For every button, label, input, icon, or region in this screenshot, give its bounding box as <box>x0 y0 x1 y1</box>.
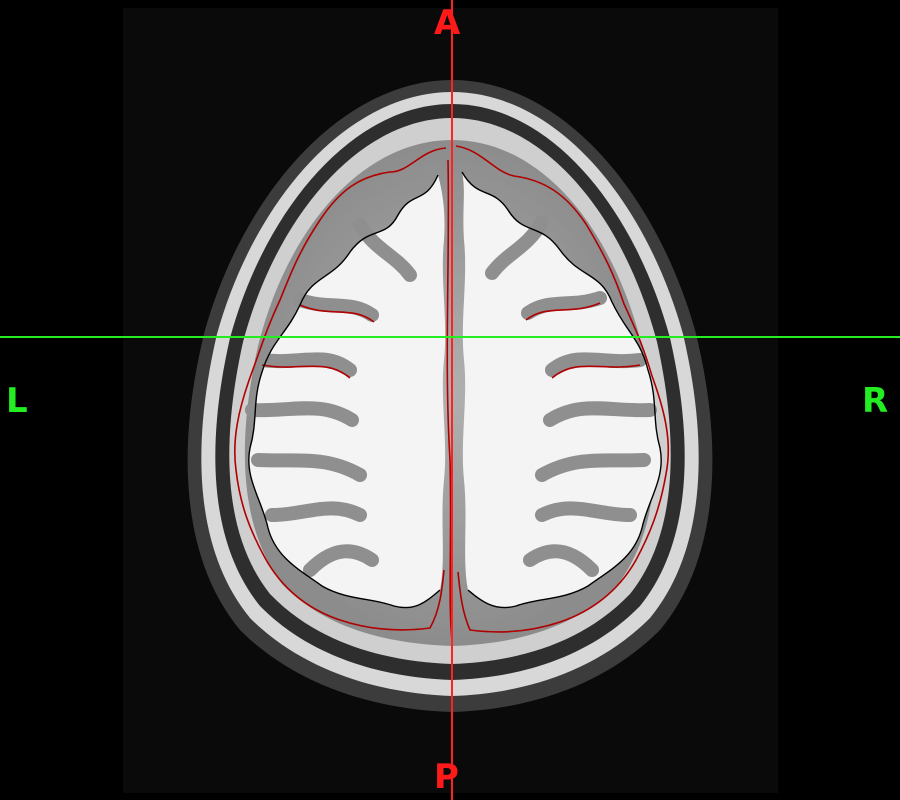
orientation-label-posterior: P <box>434 757 459 797</box>
sulci <box>245 215 657 577</box>
orientation-label-right: R <box>862 381 889 421</box>
white-surface-contour <box>248 171 662 609</box>
pial-surface-contour <box>233 145 670 641</box>
white-matter-left <box>248 175 446 608</box>
orientation-label-anterior: A <box>434 3 461 43</box>
white-matter-right <box>462 172 662 608</box>
orientation-label-left: L <box>6 381 28 421</box>
